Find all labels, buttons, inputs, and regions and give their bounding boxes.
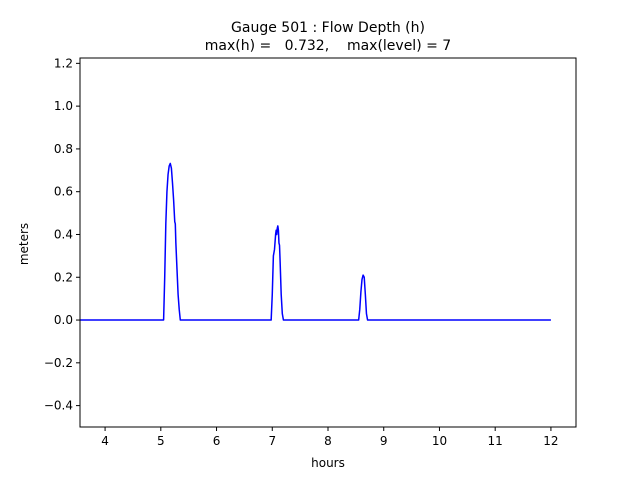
y-tick-label: −0.2 [44, 356, 73, 370]
x-tick-label: 9 [380, 434, 388, 448]
plot-area [80, 162, 551, 321]
series-line [80, 162, 551, 321]
y-tick-label: 0.6 [54, 185, 73, 199]
y-tick-label: 0.0 [54, 313, 73, 327]
chart-title: Gauge 501 : Flow Depth (h) [231, 20, 425, 36]
y-tick-label: 1.0 [54, 99, 73, 113]
y-axis: −0.4 −0.2 0.0 0.2 0.4 0.6 0.8 1.0 1.2 [44, 56, 80, 413]
x-tick-label: 10 [432, 434, 447, 448]
x-tick-label: 5 [157, 434, 165, 448]
x-axis-label: hours [311, 456, 345, 470]
x-axis: 4 5 6 7 8 9 10 11 12 [101, 427, 559, 448]
chart-subtitle: max(h) = 0.732, max(level) = 7 [205, 38, 451, 54]
y-tick-label: 0.2 [54, 270, 73, 284]
x-tick-label: 11 [488, 434, 503, 448]
x-tick-label: 6 [213, 434, 221, 448]
axes-frame [79, 57, 577, 428]
x-tick-label: 7 [268, 434, 276, 448]
y-tick-label: −0.4 [44, 399, 73, 413]
y-axis-label: meters [17, 223, 31, 265]
y-tick-label: 0.4 [54, 227, 73, 241]
y-tick-label: 1.2 [54, 56, 73, 70]
x-tick-label: 4 [101, 434, 109, 448]
x-tick-label: 12 [543, 434, 558, 448]
y-tick-label: 0.8 [54, 142, 73, 156]
x-tick-label: 8 [324, 434, 332, 448]
